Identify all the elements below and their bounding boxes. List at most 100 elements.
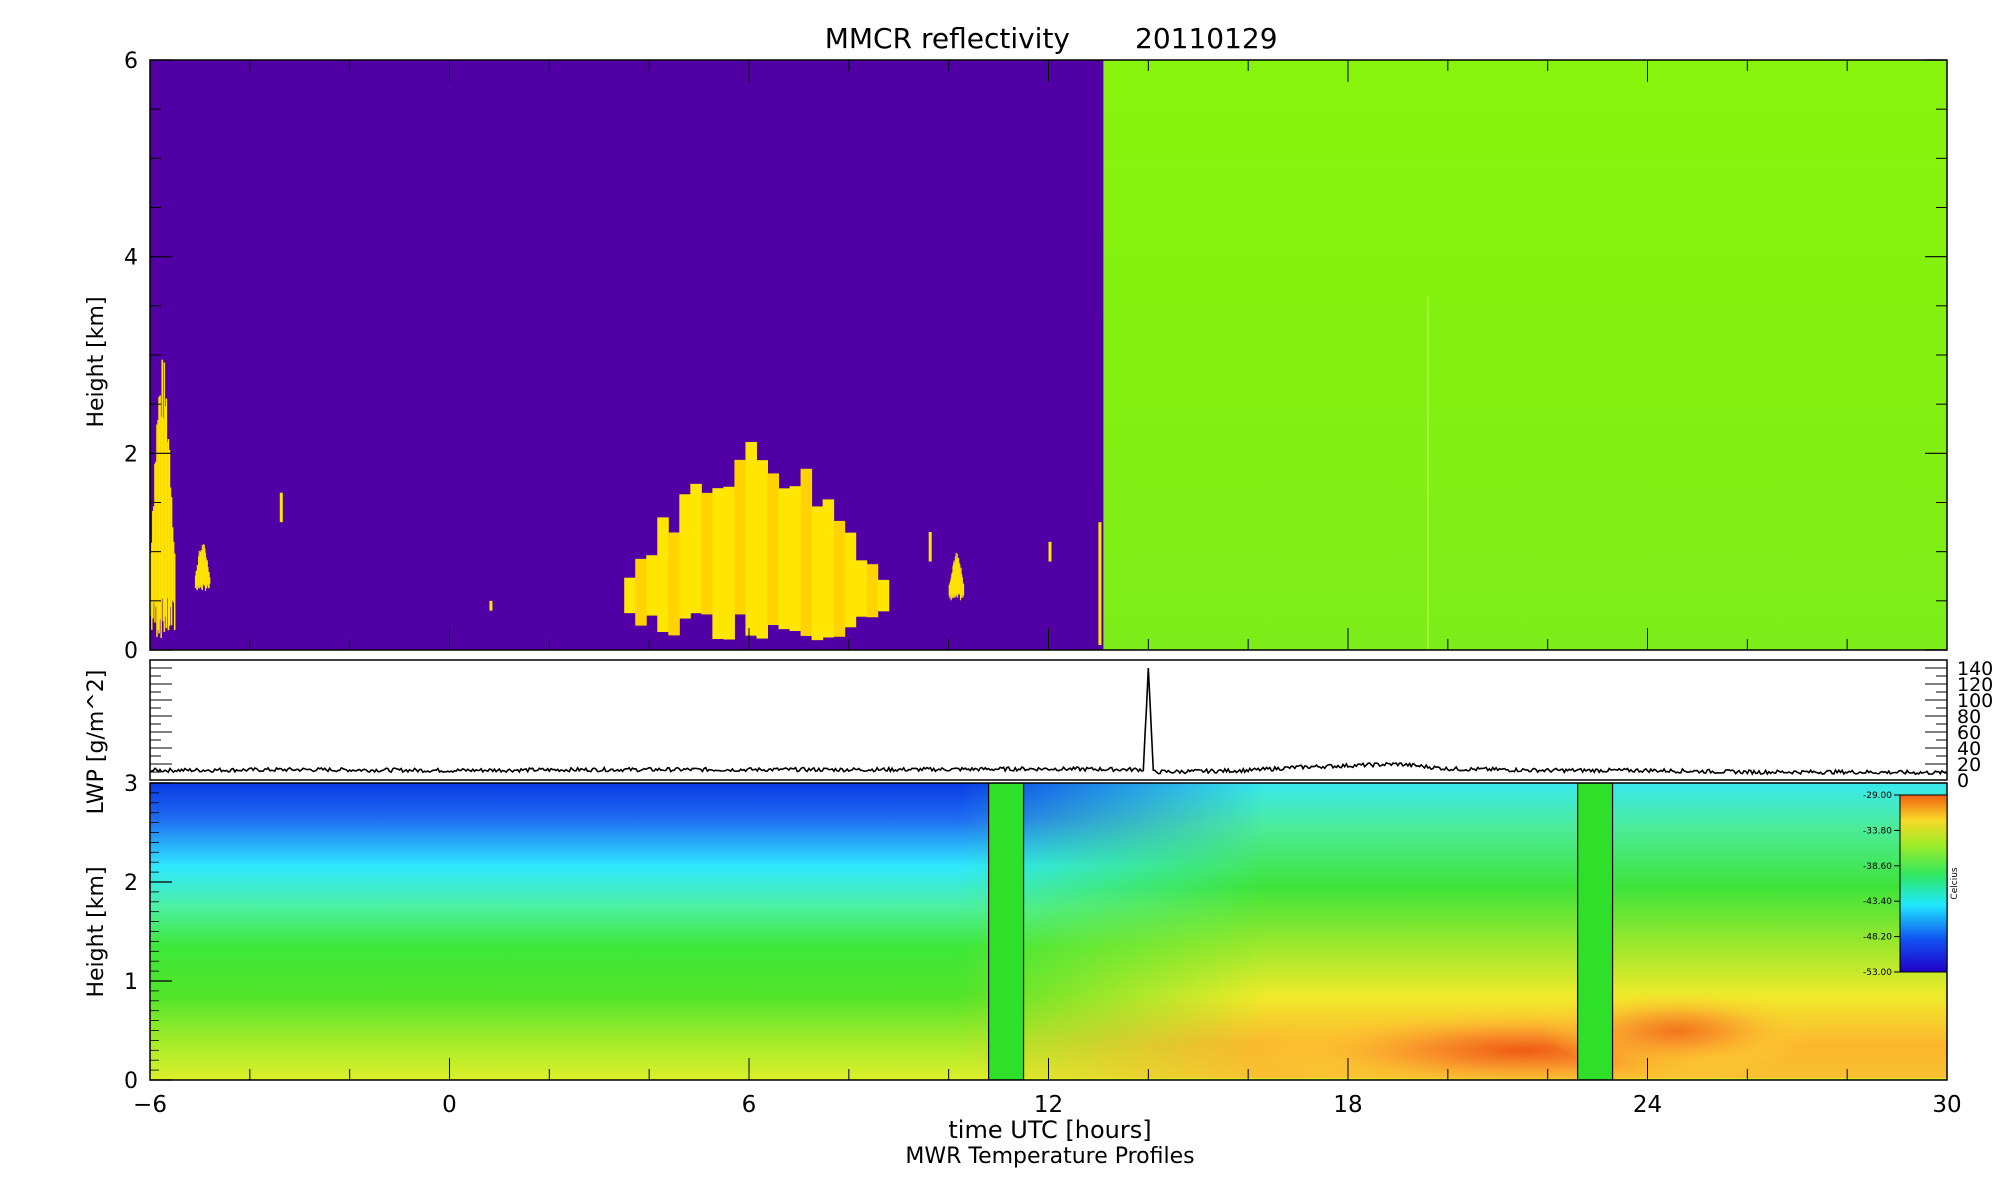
x-tick-label: 0 bbox=[442, 1092, 457, 1118]
cloud-column bbox=[170, 497, 173, 626]
cloud-speckle bbox=[1048, 541, 1052, 562]
colorbar-label: Celcius bbox=[1950, 867, 1960, 899]
cloud-speckle bbox=[928, 532, 932, 562]
x-axis-label: time UTC [hours] bbox=[948, 1116, 1151, 1144]
cloud-column bbox=[954, 556, 957, 598]
reflectivity-ticks: 0 2 4 6 bbox=[124, 49, 1948, 664]
cloud-column bbox=[657, 517, 669, 632]
cloud-column bbox=[958, 557, 960, 595]
cloud-column bbox=[811, 506, 824, 641]
figure-subtitle: MWR Temperature Profiles bbox=[905, 1144, 1194, 1169]
cloud-speckle bbox=[489, 600, 493, 611]
cloud-column bbox=[204, 552, 207, 591]
cloud-column bbox=[195, 570, 197, 587]
cloud-column bbox=[963, 584, 965, 596]
cloud-column bbox=[154, 463, 156, 623]
colorbar-tick-label: -33.80 bbox=[1863, 826, 1892, 836]
cloud-column bbox=[957, 559, 959, 596]
temperature-plot-area bbox=[150, 783, 1947, 1080]
cloud-column bbox=[960, 567, 962, 597]
lwp-ylabel: LWP [g/m^2] bbox=[84, 670, 109, 815]
cloud-column bbox=[949, 580, 952, 595]
cloud-speckle bbox=[279, 492, 283, 523]
cloud-column bbox=[173, 553, 176, 631]
cloud-column bbox=[955, 552, 957, 596]
x-tick-label: 18 bbox=[1333, 1092, 1362, 1118]
cloud-column bbox=[196, 565, 198, 591]
cloud-column bbox=[701, 492, 713, 615]
cloud-column bbox=[951, 572, 953, 597]
cloud-column bbox=[690, 483, 702, 614]
cloud-column bbox=[953, 562, 955, 595]
cloud-column bbox=[161, 359, 163, 599]
cloud-region bbox=[150, 359, 176, 639]
colorbar-scale bbox=[1899, 794, 1948, 973]
cloud-column bbox=[198, 550, 200, 589]
cloud-column bbox=[198, 556, 200, 587]
cloud-column bbox=[962, 582, 964, 598]
x-tick-label: 24 bbox=[1633, 1092, 1662, 1118]
cloud-column bbox=[956, 553, 958, 598]
cloud-column bbox=[952, 565, 954, 599]
cloud-column bbox=[150, 553, 152, 617]
cloud-column bbox=[855, 560, 868, 617]
x-tick-label: −6 bbox=[133, 1092, 167, 1118]
cloud-column bbox=[208, 571, 210, 589]
cloud-column bbox=[209, 577, 211, 584]
cloud-column bbox=[953, 560, 955, 598]
y-tick-label: 0 bbox=[124, 639, 138, 664]
lwp-frame bbox=[149, 659, 1948, 781]
cloud-column bbox=[778, 488, 791, 630]
colorbar-tick-label: -43.40 bbox=[1863, 897, 1892, 907]
lwp-y-tick-label: 20 bbox=[1957, 754, 1981, 776]
cloud-column bbox=[156, 424, 158, 637]
cloud-column bbox=[158, 396, 160, 634]
cloud-column bbox=[166, 442, 169, 599]
cloud-column bbox=[171, 527, 174, 601]
cloud-column bbox=[202, 550, 204, 586]
cloud-column bbox=[877, 579, 890, 612]
y-tick-label: 2 bbox=[124, 442, 138, 467]
cloud-column bbox=[168, 449, 171, 627]
cloud-column bbox=[165, 398, 168, 629]
temperature-colorbar: -29.00 -33.80 -38.60 -43.40 -48.20 -53.00 Celc… bbox=[1863, 791, 1960, 978]
cloud-column bbox=[201, 545, 203, 591]
cloud-column bbox=[844, 532, 857, 628]
missing-data-gap bbox=[987, 783, 1025, 1080]
lwp-y-tick-label: 140 bbox=[1957, 658, 1993, 680]
x-tick-label: 12 bbox=[1034, 1092, 1063, 1118]
colorbar-tick-label: -38.60 bbox=[1863, 862, 1892, 872]
cloud-column bbox=[961, 573, 963, 598]
cloud-column bbox=[197, 565, 199, 588]
cloud-column bbox=[206, 560, 208, 586]
cloud-column bbox=[153, 506, 155, 603]
lwp-plot-area bbox=[150, 667, 1947, 776]
cloud-column bbox=[206, 561, 208, 589]
lwp-y-tick-label: 80 bbox=[1957, 706, 1981, 728]
cloud-column bbox=[159, 395, 161, 620]
lwp-y-tick-label: 60 bbox=[1957, 722, 1981, 744]
cloud-column bbox=[822, 499, 835, 638]
figure-date: 20110129 bbox=[1135, 22, 1278, 55]
cloud-column bbox=[172, 541, 175, 603]
cloud-column bbox=[155, 461, 157, 607]
cloud-column bbox=[169, 487, 172, 608]
cloud-column bbox=[833, 520, 846, 637]
cloud-column bbox=[958, 562, 960, 594]
cloud-column bbox=[162, 418, 165, 622]
cloud-column bbox=[160, 416, 162, 639]
temp-y-tick-label: 0 bbox=[124, 1069, 138, 1094]
cloud-column bbox=[157, 419, 159, 631]
temp-y-tick-label: 1 bbox=[124, 970, 138, 995]
cloud-column bbox=[949, 583, 951, 599]
x-tick-label: 6 bbox=[742, 1092, 757, 1118]
cloud-region bbox=[624, 441, 890, 641]
cloud-column bbox=[712, 488, 724, 640]
reflectivity-ylabel: Height [km] bbox=[84, 296, 109, 427]
cloud-column bbox=[723, 486, 735, 640]
colorbar-tick-label: -48.20 bbox=[1863, 933, 1892, 943]
figure-title: MMCR reflectivity bbox=[825, 22, 1070, 55]
